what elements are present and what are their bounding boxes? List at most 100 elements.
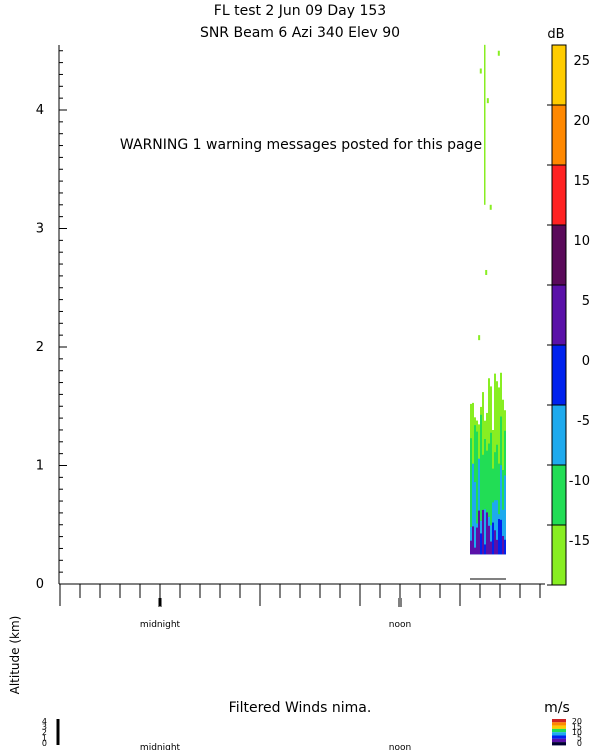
- bottom-colorbar-label: 10: [572, 728, 582, 737]
- chart-title-line2: SNR Beam 6 Azi 340 Elev 90: [200, 25, 400, 41]
- colorbar-segment: [552, 225, 566, 285]
- bottom-panel-unit: m/s: [544, 700, 570, 716]
- heatmap-cell: [482, 509, 484, 555]
- bottom-colorbar-label: 0: [577, 739, 582, 748]
- heatmap-cell: [470, 527, 472, 555]
- heatmap-cell: [486, 450, 488, 555]
- chart-title-line1: FL test 2 Jun 09 Day 153: [214, 3, 386, 19]
- y-axis-label: Altitude (km): [8, 616, 22, 695]
- bottom-colorbar-label: 15: [572, 723, 582, 732]
- y-tick-labels: 0 1 2 3 4: [36, 103, 44, 592]
- bottom-y-tick-label: 2: [42, 728, 47, 737]
- heatmap-cell: [502, 509, 504, 555]
- bottom-y-tick-label: 4: [42, 717, 47, 726]
- colorbar-segment: [552, 45, 566, 105]
- heatmap-cell: [472, 463, 474, 555]
- main-axes: [58, 45, 545, 607]
- bottom-colorbar-segment: [552, 728, 566, 733]
- heatmap-cell: [490, 432, 492, 555]
- heatmap-cell: [490, 525, 492, 555]
- bottom-colorbar-segment: [552, 738, 566, 743]
- heatmap-cell: [498, 463, 500, 555]
- heatmap-echo: [486, 98, 489, 104]
- heatmap-cell: [470, 540, 472, 555]
- colorbar: 25 20 15 10 5 0 -5 -10 -15: [547, 44, 590, 586]
- colorbar-label: 20: [573, 114, 590, 129]
- bottom-colorbar-segment: [552, 719, 566, 723]
- heatmap-cell: [480, 533, 482, 555]
- heatmap-cell: [496, 444, 498, 555]
- heatmap-cell: [474, 547, 476, 555]
- colorbar-segment: [552, 165, 566, 225]
- heatmap-streak: [484, 44, 486, 205]
- heatmap-cell: [476, 431, 478, 555]
- bottom-colorbar-segment: [552, 725, 566, 729]
- heatmap-cell: [502, 535, 504, 555]
- heatmap-cell: [500, 519, 502, 555]
- heatmap-cell: [484, 439, 486, 555]
- heatmap-cell: [472, 526, 474, 555]
- bottom-y-tick-label: 0: [42, 739, 47, 748]
- heatmap-cell: [494, 530, 496, 555]
- x-label-noon: noon: [389, 620, 411, 630]
- x-label-midnight: midnight: [140, 620, 181, 630]
- colorbar-label: 10: [573, 234, 590, 249]
- heatmap-cell: [486, 512, 488, 555]
- heatmap-cell: [498, 519, 500, 555]
- colorbar-segment: [552, 405, 566, 465]
- colorbar-label: 0: [582, 354, 590, 369]
- heatmap-echo: [478, 335, 481, 341]
- heatmap-echo: [485, 269, 488, 275]
- heatmap-cell: [488, 525, 490, 555]
- colorbar-segment: [552, 285, 566, 345]
- heatmap-cell: [476, 527, 478, 555]
- heatmap-cell: [488, 443, 490, 555]
- y-tick-label: 0: [36, 577, 44, 592]
- y-tick-label: 4: [36, 103, 44, 118]
- heatmap-cell: [496, 539, 498, 555]
- heatmap-echo: [489, 204, 492, 210]
- y-tick-label: 2: [36, 340, 44, 355]
- bottom-colorbar-label: 20: [572, 717, 582, 726]
- snr-heatmap: [470, 44, 506, 555]
- heatmap-cell: [474, 482, 476, 555]
- heatmap-cell: [478, 510, 480, 555]
- bottom-y-tick-label: 1: [42, 734, 47, 743]
- bottom-x-label-noon: noon: [389, 743, 411, 750]
- colorbar-label: -10: [569, 474, 590, 489]
- bottom-colorbar-segment: [552, 742, 566, 746]
- heatmap-cell: [484, 544, 486, 555]
- colorbar-segment: [552, 525, 566, 585]
- bottom-panel-title: Filtered Winds nima.: [229, 700, 372, 716]
- heatmap-cell: [482, 454, 484, 555]
- heatmap-cell: [480, 414, 482, 555]
- heatmap-cell: [478, 458, 480, 555]
- heatmap-cell: [504, 475, 506, 555]
- colorbar-label: 25: [573, 54, 590, 69]
- colorbar-segment: [552, 105, 566, 165]
- colorbar-label: -15: [569, 534, 590, 549]
- heatmap-cell: [492, 522, 494, 555]
- heatmap-echo: [479, 68, 482, 74]
- bottom-colorbar-segment: [552, 735, 566, 739]
- heatmap-cell: [494, 500, 496, 555]
- heatmap-cell: [484, 509, 486, 555]
- bottom-y-tick-label: 3: [42, 723, 47, 732]
- colorbar-label: 5: [582, 294, 590, 309]
- heatmap-cell: [470, 438, 472, 555]
- colorbar-segment: [552, 345, 566, 405]
- bottom-colorbar-segment: [552, 732, 566, 736]
- heatmap-cell: [496, 500, 498, 555]
- heatmap-cell: [500, 465, 502, 555]
- bottom-colorbar-label: 5: [577, 734, 582, 743]
- colorbar-label: 15: [573, 174, 590, 189]
- colorbar-segment: [552, 465, 566, 525]
- colorbar-unit: dB: [547, 27, 564, 42]
- heatmap-echo: [497, 50, 500, 56]
- colorbar-label: -5: [577, 414, 590, 429]
- bottom-colorbar-segment: [552, 722, 566, 726]
- bottom-x-label-midnight: midnight: [140, 743, 181, 750]
- y-tick-label: 3: [36, 222, 44, 237]
